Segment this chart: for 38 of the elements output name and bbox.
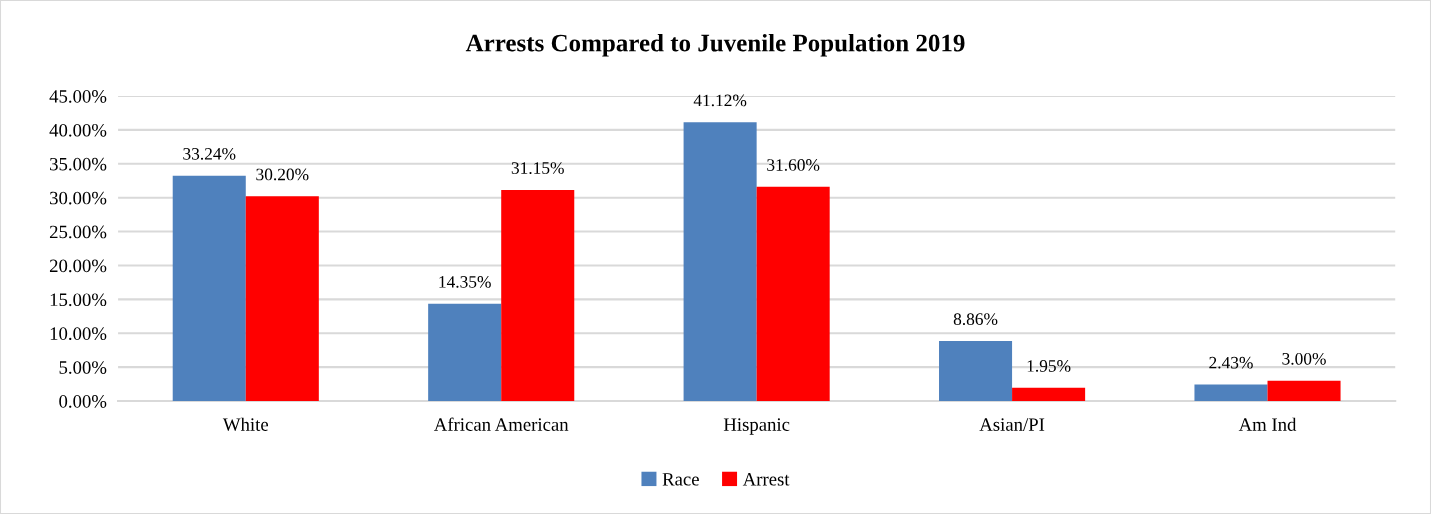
- data-label: 33.24%: [183, 147, 236, 160]
- y-tick-label: 25.00%: [49, 225, 107, 239]
- data-label: 14.35%: [439, 276, 491, 288]
- data-label: 31.15%: [511, 162, 564, 174]
- legend-label: Arrest: [742, 473, 790, 486]
- data-label: 41.12%: [693, 94, 747, 107]
- chart-title: Arrests Compared to Juvenile Population 2019: [465, 33, 965, 57]
- bar: [683, 122, 757, 402]
- data-label: 1.95%: [1027, 360, 1071, 372]
- data-label: 31.60%: [767, 159, 820, 171]
- x-tick-label: Am Ind: [1238, 417, 1297, 431]
- y-tick-label: 40.00%: [49, 123, 107, 137]
- bar: [756, 186, 830, 402]
- data-label: 8.86%: [953, 313, 998, 326]
- bar: [1194, 384, 1268, 402]
- y-tick-label: 30.00%: [50, 191, 107, 205]
- x-tick-label: Asian/PI: [979, 418, 1045, 431]
- bar: [1012, 387, 1086, 402]
- y-tick-label: 15.00%: [50, 293, 107, 307]
- y-tick-label: 20.00%: [49, 259, 107, 273]
- bar: [245, 196, 319, 402]
- bar: [172, 175, 246, 402]
- y-tick-label: 5.00%: [59, 361, 107, 374]
- y-tick-label: 45.00%: [49, 90, 107, 103]
- legend-label: Race: [662, 473, 699, 486]
- bar: [501, 189, 575, 402]
- data-label: 3.00%: [1282, 352, 1326, 365]
- y-tick-label: 0.00%: [59, 395, 107, 408]
- x-tick-label: White: [222, 417, 269, 431]
- x-tick-label: African American: [433, 417, 569, 431]
- x-tick-label: Hispanic: [723, 418, 790, 435]
- y-tick-label: 35.00%: [50, 157, 107, 171]
- data-label: 30.20%: [256, 168, 309, 181]
- y-tick-label: 10.00%: [50, 327, 107, 341]
- bar: [428, 303, 502, 402]
- data-label: 2.43%: [1209, 356, 1253, 369]
- bar: [939, 340, 1013, 402]
- bar: [1267, 380, 1341, 402]
